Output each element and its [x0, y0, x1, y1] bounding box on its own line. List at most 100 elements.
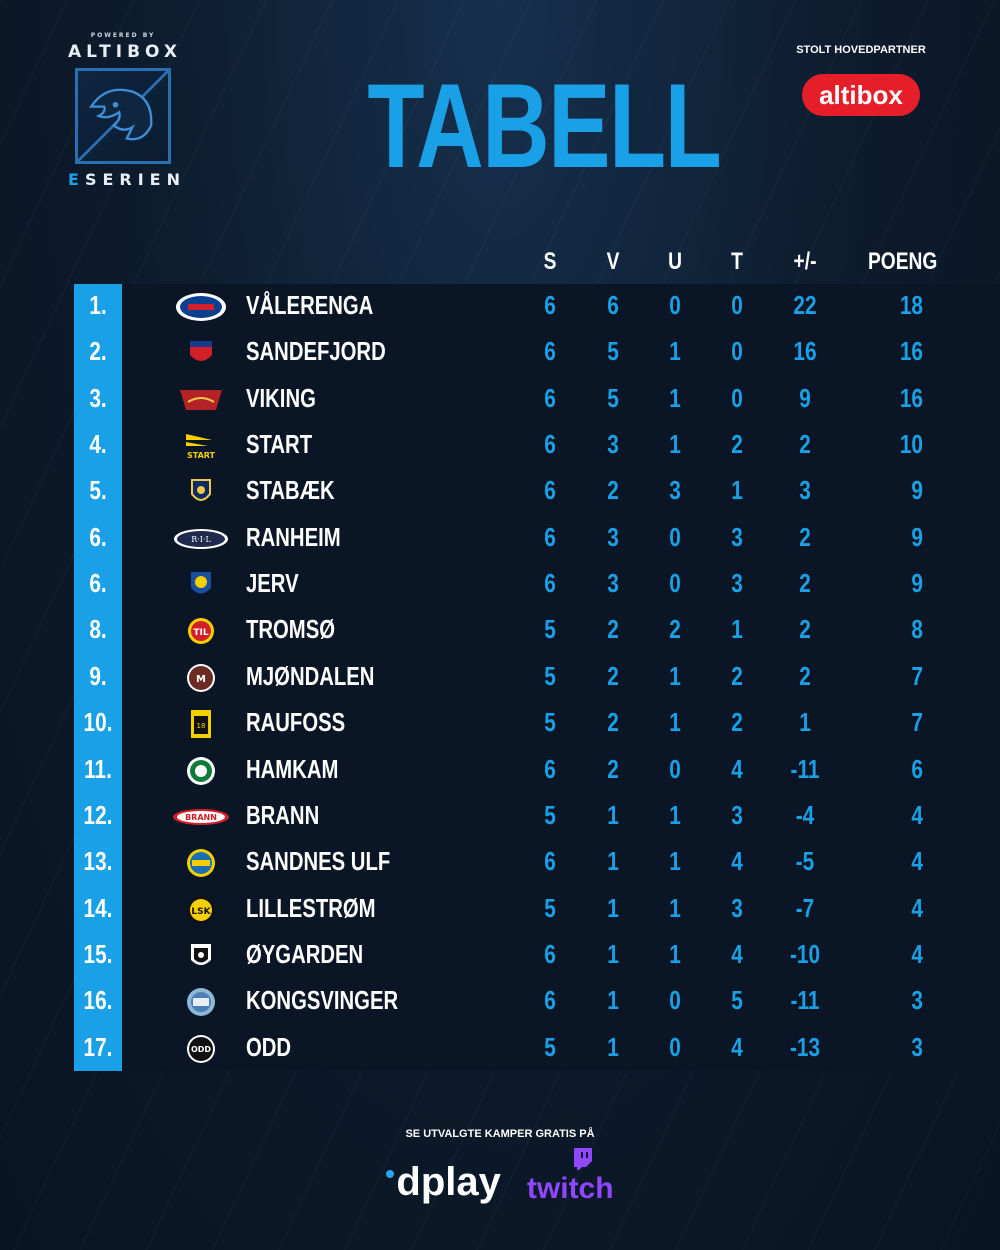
- won-cell: 1: [607, 938, 619, 969]
- dplay-logo[interactable]: dplay: [386, 1160, 501, 1205]
- played-cell: 6: [544, 429, 556, 460]
- team-name: SANDNES ULF: [246, 846, 391, 877]
- team-name: TROMSØ: [246, 614, 336, 645]
- table-row: 10. 18 RAUFOSS 5 2 1 2 1 7: [74, 701, 1000, 747]
- drawn-cell: 0: [669, 985, 681, 1016]
- odd-logo: ODD: [170, 1032, 232, 1066]
- lost-cell: 4: [731, 938, 743, 969]
- team-name: JERV: [246, 568, 299, 599]
- rank-cell: 3.: [89, 382, 107, 413]
- standings-table: 1. VÅLERENGA 6 6 0 0 22 18 2. SANDEFJORD 6 5 1 0 16 16 3…: [74, 284, 1000, 1071]
- won-cell: 5: [607, 382, 619, 413]
- won-cell: 3: [607, 521, 619, 552]
- altibox-eserien-logo: POWERED BY ALTIBOX ESERIEN: [68, 32, 180, 202]
- tromso-logo: TIL: [170, 614, 232, 648]
- team-name: RAUFOSS: [246, 707, 346, 738]
- table-row: 15. ØYGARDEN 6 1 1 4 -10 4: [74, 933, 1000, 979]
- points-cell: 4: [911, 938, 923, 969]
- raufoss-logo: 18: [170, 707, 232, 741]
- points-cell: 8: [911, 614, 923, 645]
- rank-cell: 6.: [89, 568, 107, 599]
- diff-cell: -13: [789, 1031, 821, 1062]
- won-cell: 2: [607, 475, 619, 506]
- lost-cell: 1: [731, 475, 743, 506]
- sandnes-ulf-logo: [170, 846, 232, 880]
- rank-cell: 1.: [89, 290, 107, 320]
- played-cell: 6: [544, 753, 556, 784]
- diff-cell: 1: [799, 707, 811, 738]
- played-cell: 5: [544, 660, 556, 691]
- page-title: TABELL: [367, 59, 721, 193]
- rank-cell: 17.: [83, 1031, 113, 1062]
- lost-cell: 3: [731, 799, 743, 830]
- team-name: VIKING: [246, 382, 316, 413]
- table-row: 6. JERV 6 3 0 3 2 9: [74, 562, 1000, 608]
- table-row: 17. ODD ODD 5 1 0 4 -13 3: [74, 1026, 1000, 1072]
- viking-logo: [170, 383, 232, 417]
- played-cell: 6: [544, 290, 556, 320]
- drawn-cell: 1: [669, 799, 681, 830]
- diff-cell: 2: [799, 614, 811, 645]
- won-cell: 2: [607, 753, 619, 784]
- svg-text:ODD: ODD: [191, 1045, 211, 1054]
- points-cell: 7: [911, 660, 923, 691]
- rank-cell: 6.: [89, 521, 107, 552]
- played-cell: 6: [544, 846, 556, 877]
- sandefjord-logo: [170, 336, 232, 370]
- played-cell: 6: [544, 382, 556, 413]
- twitch-logo[interactable]: twitch: [527, 1148, 614, 1206]
- diff-cell: -4: [795, 799, 815, 830]
- svg-text:18: 18: [197, 722, 206, 730]
- won-cell: 1: [607, 846, 619, 877]
- drawn-cell: 1: [669, 938, 681, 969]
- drawn-cell: 0: [669, 521, 681, 552]
- played-cell: 5: [544, 707, 556, 738]
- svg-text:R·I·L: R·I·L: [191, 535, 211, 544]
- svg-text:M: M: [196, 674, 206, 685]
- points-cell: 10: [899, 429, 923, 460]
- table-row: 11. HAMKAM 6 2 0 4 -11 6: [74, 748, 1000, 794]
- points-cell: 3: [911, 1031, 923, 1062]
- points-cell: 4: [911, 892, 923, 923]
- rank-cell: 4.: [89, 429, 107, 460]
- rank-cell: 14.: [83, 892, 113, 923]
- table-row: 1. VÅLERENGA 6 6 0 0 22 18: [74, 284, 1000, 330]
- table-row: 5. STABÆK 6 2 3 1 3 9: [74, 469, 1000, 515]
- drawn-cell: 0: [669, 753, 681, 784]
- lost-cell: 2: [731, 429, 743, 460]
- hamkam-logo: [170, 754, 232, 788]
- diff-cell: -11: [790, 985, 820, 1016]
- lost-cell: 2: [731, 707, 743, 738]
- played-cell: 6: [544, 938, 556, 969]
- played-cell: 6: [544, 985, 556, 1016]
- kongsvinger-logo: [170, 985, 232, 1019]
- table-row: 12. BRANN BRANN 5 1 1 3 -4 4: [74, 794, 1000, 840]
- drawn-cell: 1: [669, 892, 681, 923]
- team-name: SANDEFJORD: [246, 336, 386, 367]
- lost-cell: 5: [731, 985, 743, 1016]
- team-name: RANHEIM: [246, 521, 341, 552]
- team-name: MJØNDALEN: [246, 660, 375, 691]
- table-row: 3. VIKING 6 5 1 0 9 16: [74, 377, 1000, 423]
- eserien-rest: SERIEN: [84, 170, 186, 189]
- rank-cell: 9.: [89, 660, 107, 691]
- header-lost: T: [731, 248, 743, 275]
- points-cell: 16: [899, 382, 923, 413]
- table-row: 6. R·I·L RANHEIM 6 3 0 3 2 9: [74, 516, 1000, 562]
- table-row: 4. START START 6 3 1 2 2 10: [74, 423, 1000, 469]
- valerenga-logo: [170, 290, 232, 324]
- table-row: 14. LSK LILLESTRØM 5 1 1 3 -7 4: [74, 887, 1000, 933]
- table-row: 9. M MJØNDALEN 5 2 1 2 2 7: [74, 655, 1000, 701]
- drawn-cell: 1: [669, 707, 681, 738]
- diff-cell: 9: [799, 382, 811, 413]
- lost-cell: 4: [731, 846, 743, 877]
- played-cell: 5: [544, 1031, 556, 1062]
- rank-cell: 15.: [83, 938, 113, 969]
- lost-cell: 3: [731, 521, 743, 552]
- won-cell: 2: [607, 660, 619, 691]
- drawn-cell: 0: [669, 568, 681, 599]
- played-cell: 6: [544, 568, 556, 599]
- points-cell: 9: [911, 521, 923, 552]
- points-cell: 4: [911, 799, 923, 830]
- svg-text:BRANN: BRANN: [185, 813, 217, 822]
